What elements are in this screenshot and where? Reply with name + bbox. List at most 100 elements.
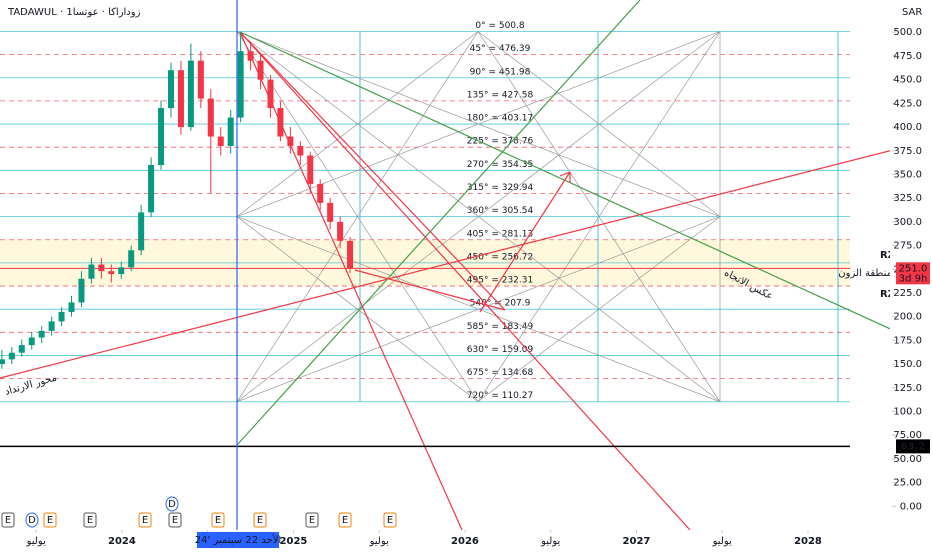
- crosshair-label-bg: [197, 532, 279, 548]
- candle-body: [347, 240, 354, 269]
- last-price-box: [896, 262, 930, 285]
- zone-name: منطقة الزون: [838, 268, 892, 279]
- gann-level-label: 180° = 403.17: [467, 114, 533, 124]
- square-diagonal: [477, 31, 721, 217]
- event-label: E: [87, 515, 93, 526]
- gann-level-label: 450° = 256.72: [467, 252, 533, 262]
- event-label: E: [309, 515, 315, 526]
- event-marker: [165, 496, 179, 512]
- trend-line: [0, 139, 932, 379]
- countdown-label: 3d 9h: [899, 273, 928, 284]
- candle-body: [307, 155, 314, 184]
- candle-body: [108, 271, 115, 275]
- candle-body: [148, 164, 155, 213]
- gann-level-label: 360° = 305.54: [467, 206, 534, 216]
- gann-level-label: 405° = 281.13: [467, 229, 533, 239]
- gann-level-label: 315° = 329.94: [467, 183, 534, 193]
- y-tick-label: 300.0: [893, 217, 922, 228]
- y-tick-label: 375.0: [893, 146, 922, 157]
- x-tick-label: يوليو: [540, 536, 560, 547]
- gann-level-label: 720° = 110.27: [467, 391, 533, 401]
- y-tick-label: 50.00: [893, 454, 922, 465]
- gann-level-label: 270° = 354.35: [467, 160, 533, 170]
- candle-body: [327, 202, 334, 222]
- trend-line: [239, 31, 506, 311]
- y-tick-label: 175.0: [893, 335, 922, 346]
- gann-level-label: 630° = 159.09: [467, 345, 534, 355]
- square-diagonal: [236, 31, 479, 402]
- square-diagonal: [477, 216, 721, 403]
- y-tick-label: 25.00: [893, 478, 922, 489]
- candle-body: [337, 221, 344, 241]
- x-tick-label: 2026: [451, 536, 479, 547]
- candle-body: [277, 108, 284, 137]
- square-diagonal: [236, 216, 479, 403]
- event-marker: [1, 512, 15, 528]
- y-tick-label: 425.0: [893, 98, 922, 109]
- gann-level-label: 45° = 476.39: [470, 44, 531, 54]
- y-tick-label: 100.0: [893, 406, 922, 417]
- event-label: E: [257, 515, 263, 526]
- event-marker: [383, 512, 397, 528]
- candle-body: [38, 330, 45, 338]
- candle-body: [88, 264, 95, 279]
- event-label: E: [172, 515, 178, 526]
- gann-level-label: 225° = 378.76: [467, 137, 534, 147]
- candle-body: [217, 136, 224, 147]
- event-label: E: [387, 515, 393, 526]
- x-tick-label: 2024: [108, 536, 136, 547]
- candle-body: [167, 70, 174, 109]
- arrow-head: [559, 171, 571, 183]
- event-marker: [25, 512, 39, 528]
- gann-level-label: 585° = 183.49: [467, 322, 534, 332]
- x-tick-label: يوليو: [26, 536, 46, 547]
- candle-body: [18, 345, 25, 353]
- event-label: E: [47, 515, 53, 526]
- candle-body: [98, 264, 105, 272]
- gann-level-label: 90° = 451.98: [470, 67, 531, 77]
- y-tick-label: 325.0: [893, 193, 922, 204]
- candle-body: [0, 359, 5, 365]
- x-tick-label: 2027: [623, 536, 651, 547]
- candle-body: [267, 79, 274, 109]
- y-tick-label: 450.0: [893, 75, 922, 86]
- y-tick-label: 475.0: [893, 51, 922, 62]
- event-marker: [43, 512, 57, 528]
- gann-level-label: 540° = 207.9: [470, 299, 531, 309]
- candle-body: [317, 183, 324, 203]
- candle-body: [237, 51, 244, 118]
- square-diagonal: [236, 31, 721, 217]
- x-tick-label: 2025: [280, 536, 308, 547]
- candle-body: [207, 98, 214, 137]
- event-marker: [168, 512, 182, 528]
- gann-level-label: 675° = 134.68: [467, 368, 534, 378]
- y-tick-label: 0.00: [900, 501, 922, 512]
- candle-body: [68, 302, 75, 312]
- crosshair-label: الأحد 22 سبتمبر '24: [195, 533, 281, 546]
- event-label: D: [168, 499, 176, 510]
- candle-body: [197, 60, 204, 99]
- event-marker: [338, 512, 352, 528]
- y-tick-label: 500.0: [893, 27, 922, 38]
- event-label: D: [28, 515, 36, 526]
- event-label: E: [342, 515, 348, 526]
- y-tick-label: 225.0: [893, 288, 922, 299]
- currency: SAR: [902, 7, 922, 18]
- candle-body: [138, 212, 145, 251]
- marker-box: [896, 439, 930, 454]
- trend-line: [236, 0, 641, 446]
- square-diagonal: [236, 31, 479, 217]
- pivot-label: محور الارتداد: [4, 372, 59, 397]
- candle-body: [247, 51, 254, 61]
- event-marker: [305, 512, 319, 528]
- event-marker: [83, 512, 97, 528]
- event-marker: [253, 512, 267, 528]
- candle-body: [118, 267, 125, 275]
- gann-level-label: 0° = 500.8: [475, 21, 525, 31]
- marker-label: 63.2: [901, 441, 926, 452]
- y-tick-label: 350.0: [893, 169, 922, 180]
- candle-body: [257, 60, 264, 80]
- x-tick-label: 2028: [794, 536, 822, 547]
- square-diagonal: [236, 31, 721, 403]
